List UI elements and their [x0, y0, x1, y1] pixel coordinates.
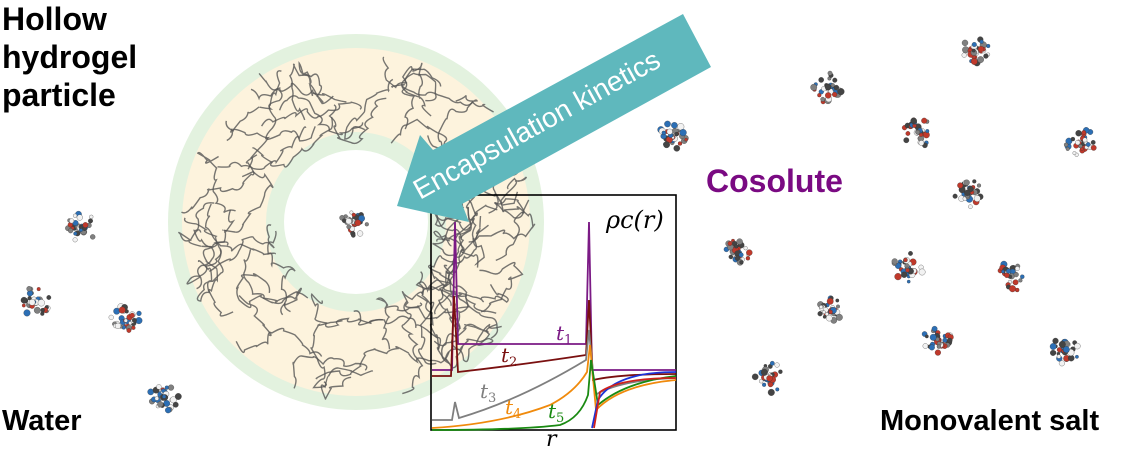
polymer-strand — [267, 230, 296, 313]
cosolute-molecule — [339, 210, 369, 238]
polymer-strand — [196, 151, 236, 214]
polymer-strand — [391, 83, 494, 113]
polymer-strand — [437, 95, 479, 163]
cosolute-molecule — [961, 36, 991, 67]
polymer-strand — [181, 154, 258, 214]
curve-tail-red — [593, 377, 677, 429]
polymer-strand — [196, 249, 224, 302]
inset-curves — [431, 221, 677, 431]
polymer-strand — [433, 284, 509, 315]
curve-t5 — [431, 359, 677, 431]
inset-y-label: ρc(r) — [605, 206, 664, 234]
water-label: Water — [2, 405, 82, 437]
polymer-strand — [235, 327, 323, 357]
polymer-strand — [315, 345, 410, 380]
polymer-strand — [288, 63, 323, 121]
polymer-strand — [260, 101, 362, 127]
cosolute-molecule — [20, 286, 52, 317]
cosolute-molecule — [65, 210, 96, 243]
cosolute-molecule — [997, 260, 1025, 293]
polymer-strand — [328, 97, 387, 145]
title-line-1: Hollow — [2, 1, 107, 37]
polymer-strand — [428, 264, 499, 339]
polymer-strand — [432, 217, 489, 258]
cosolute-molecule — [1049, 337, 1081, 367]
inset-x-label: r — [546, 427, 558, 449]
cosolute-label: Cosolute — [706, 163, 843, 199]
polymer-strand — [193, 202, 215, 290]
arrow-shape — [397, 14, 711, 222]
polymer-strand — [433, 264, 469, 347]
inset-box — [430, 194, 677, 431]
polymer-strand — [217, 126, 307, 171]
title-line-2: hydrogel — [2, 39, 138, 75]
cosolute-molecules — [20, 36, 1097, 414]
polymer-strand — [430, 255, 497, 314]
polymer-strand — [488, 198, 525, 262]
polymer-strand — [251, 116, 334, 168]
curve-t3 — [432, 329, 677, 421]
polymer-strand — [250, 82, 347, 103]
polymer-strand — [468, 206, 536, 243]
polymer-strand — [320, 367, 374, 400]
label-t3: t3 — [480, 379, 496, 406]
title-line-3: particle — [2, 77, 116, 113]
curve-t2 — [432, 295, 677, 382]
cosolute-molecule — [921, 325, 954, 356]
polymer-strand — [202, 241, 234, 317]
polymer-strand — [344, 78, 394, 140]
polymer-strand — [401, 301, 424, 395]
polymer-strand — [416, 294, 464, 369]
label-t1: t1 — [556, 321, 572, 348]
polymer-strand — [441, 323, 489, 365]
cosolute-molecule — [952, 179, 984, 209]
cosolute-molecule — [891, 251, 926, 284]
monovalent-salt-label: Monovalent salt — [880, 405, 1100, 437]
polymer-strand — [243, 249, 309, 303]
polymer-strand — [235, 273, 272, 337]
polymer-strand — [441, 206, 472, 307]
polymer-strand — [417, 271, 437, 365]
polymer-strand — [310, 292, 383, 328]
polymer-strand — [434, 212, 479, 268]
polymer-strand — [401, 62, 432, 117]
cosolute-molecule — [810, 70, 845, 105]
label-t2: t2 — [501, 343, 517, 370]
polymer-strand — [433, 204, 498, 247]
polymer-strand — [375, 297, 423, 350]
polymer-strand — [479, 261, 524, 313]
polymer-strand — [222, 170, 274, 233]
polymer-strand — [401, 290, 470, 320]
cosolute-molecule — [657, 120, 689, 152]
curve-t4 — [431, 344, 677, 429]
cosolute-molecule — [817, 295, 843, 324]
polymer-strand — [178, 209, 236, 248]
cosolute-molecule — [1063, 127, 1097, 157]
cosolute-molecule — [723, 238, 753, 266]
cosolute-molecule — [751, 360, 783, 396]
cosolute-molecule — [901, 117, 930, 149]
polymer-strand — [298, 60, 334, 105]
polymer-strand — [226, 72, 283, 142]
polymer-strand — [204, 203, 276, 256]
polymer-strand — [225, 120, 316, 142]
label-t5: t5 — [548, 399, 564, 426]
polymer-strand — [310, 320, 343, 389]
cosolute-molecule — [108, 303, 143, 333]
particle-title: Hollow hydrogel particle — [2, 0, 137, 114]
polymer-strand — [401, 66, 442, 130]
cosolute-molecule — [147, 384, 182, 414]
